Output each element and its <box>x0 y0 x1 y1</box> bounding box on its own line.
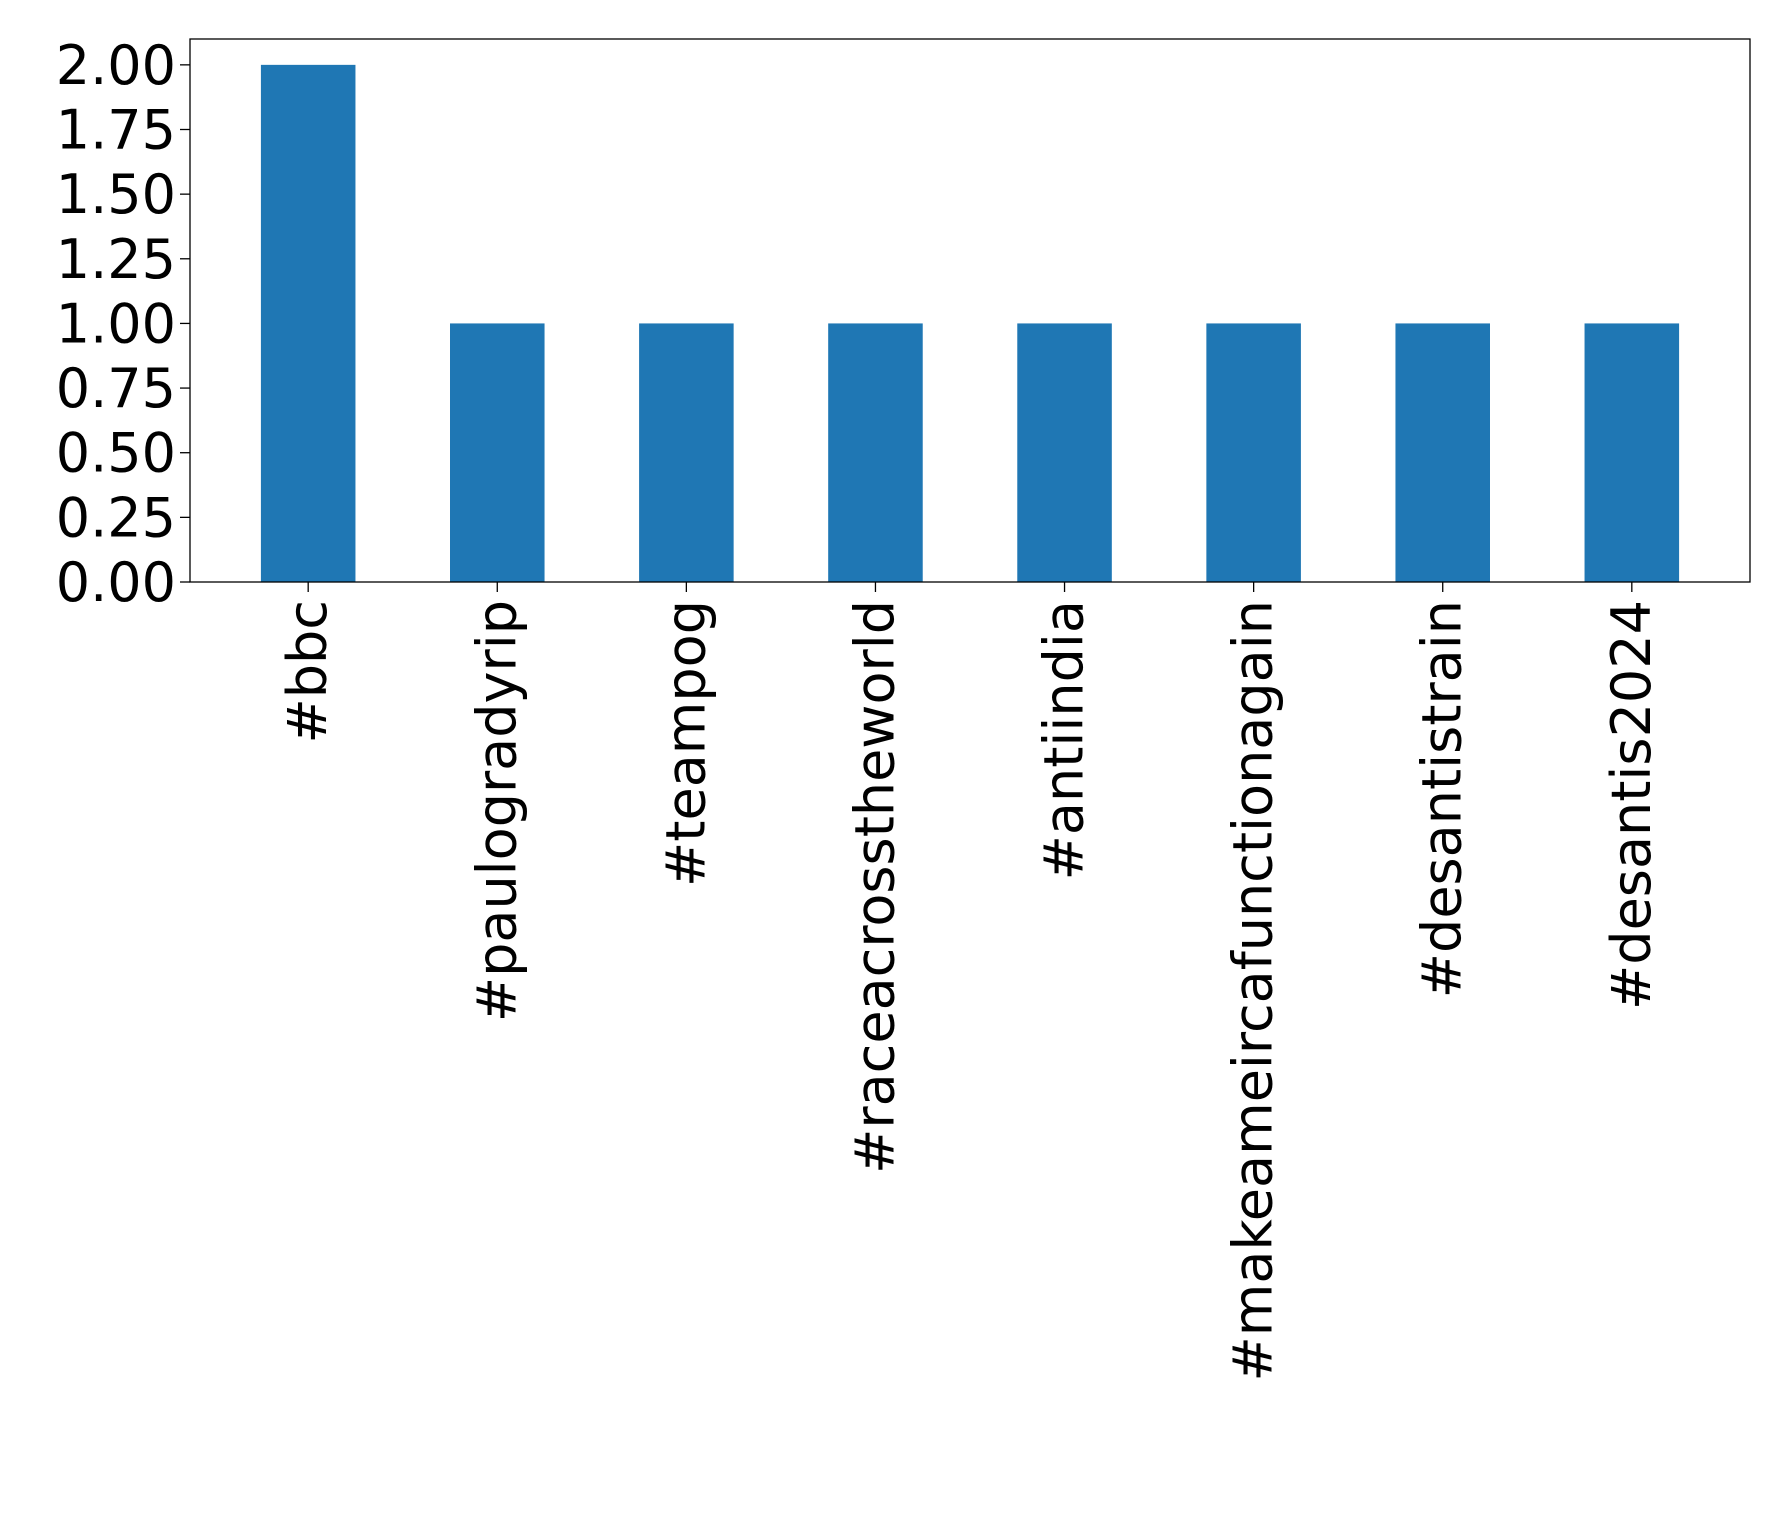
bar-desantistrain <box>1395 323 1490 582</box>
x-tick-label: #teampog <box>654 600 717 887</box>
bar-teampog <box>639 323 734 582</box>
bar-raceacrosstheworld <box>828 323 923 582</box>
y-tick-label: 0.00 <box>56 551 176 614</box>
plot-frame <box>189 38 1751 583</box>
x-tick-label: #bbc <box>276 600 339 744</box>
x-tick-label: #paulogradyrip <box>465 600 528 1022</box>
y-tick-label: 0.50 <box>56 422 176 485</box>
y-tick-label: 2.00 <box>56 34 176 97</box>
x-axis: #bbc #paulogradyrip #teampog #raceacrossthe… <box>276 582 1663 1382</box>
x-tick-label: #desantis2024 <box>1600 600 1663 1010</box>
y-tick-label: 1.25 <box>56 228 176 291</box>
bar-bbc <box>260 64 356 583</box>
bars-layer <box>260 64 1680 583</box>
y-tick-label: 0.25 <box>56 486 176 549</box>
bar-desantis2024 <box>1584 323 1680 582</box>
x-tick-label: #makeameircafunctionagain <box>1222 600 1285 1382</box>
y-tick-label: 1.75 <box>56 99 176 162</box>
bar-makeameircafunctionagain <box>1206 323 1301 582</box>
x-tick-label: #raceacrosstheworld <box>843 600 906 1174</box>
x-tick-label: #antiindia <box>1033 600 1096 880</box>
y-tick-label: 1.00 <box>56 292 176 355</box>
x-tick-label: #desantistrain <box>1411 600 1474 998</box>
bar-paulogradyrip <box>450 323 545 582</box>
y-tick-label: 0.75 <box>56 357 176 420</box>
y-tick-label: 1.50 <box>56 163 176 226</box>
y-axis: 0.000.250.500.751.001.251.501.752.00 <box>56 34 190 614</box>
bar-antiindia <box>1017 323 1112 582</box>
